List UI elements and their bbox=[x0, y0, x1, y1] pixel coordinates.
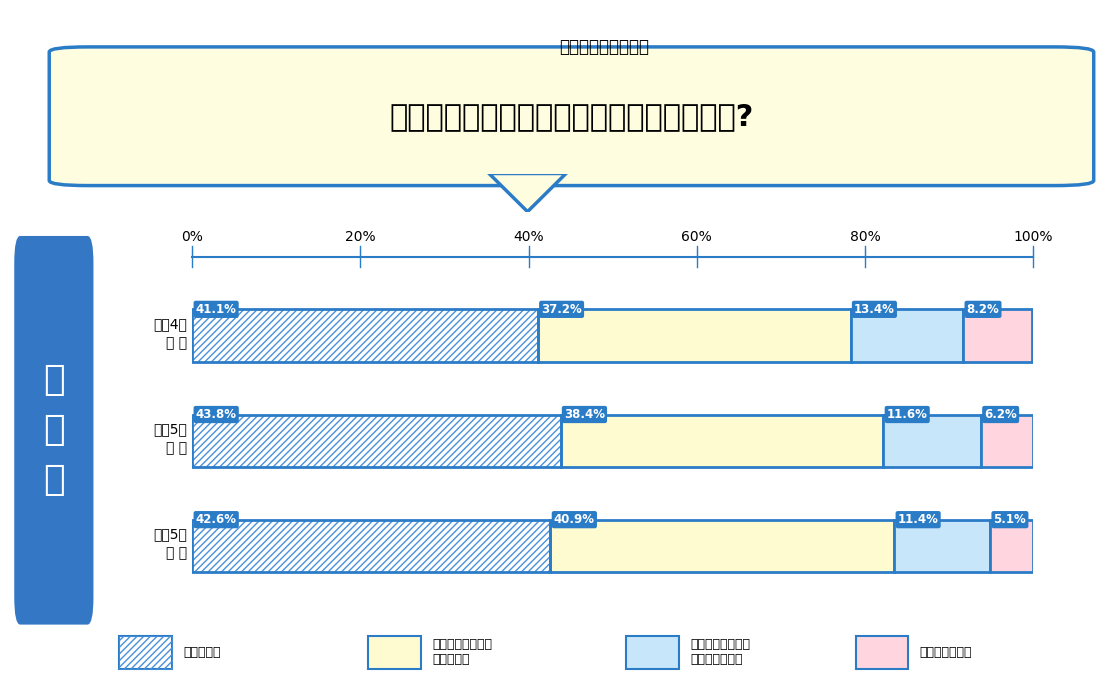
Bar bbox=[192, 520, 551, 573]
Bar bbox=[192, 414, 560, 467]
Text: 11.4%: 11.4% bbox=[898, 513, 939, 526]
Text: 40.9%: 40.9% bbox=[554, 513, 595, 526]
Bar bbox=[964, 310, 1032, 362]
Bar bbox=[884, 414, 981, 467]
Bar bbox=[990, 520, 1033, 573]
Bar bbox=[981, 414, 1033, 467]
Text: 43.8%: 43.8% bbox=[196, 408, 236, 421]
Text: 令和4年
大 阪: 令和4年 大 阪 bbox=[153, 316, 187, 350]
Bar bbox=[192, 310, 537, 362]
Text: 8.2%: 8.2% bbox=[967, 303, 999, 316]
Bar bbox=[537, 310, 851, 362]
Text: どちらかといえば
当てはまらない: どちらかといえば 当てはまらない bbox=[690, 638, 751, 666]
Text: 令和5年
全 国: 令和5年 全 国 bbox=[153, 527, 187, 561]
FancyBboxPatch shape bbox=[626, 636, 679, 669]
Text: 小
学
校: 小 学 校 bbox=[43, 363, 65, 498]
FancyBboxPatch shape bbox=[14, 236, 93, 625]
Bar bbox=[192, 414, 560, 467]
Text: どちらかといえば
当てはまる: どちらかといえば 当てはまる bbox=[432, 638, 492, 666]
Text: 37.2%: 37.2% bbox=[541, 303, 582, 316]
Text: 自分には、よいところがあると思いますか?: 自分には、よいところがあると思いますか? bbox=[389, 102, 754, 130]
Text: 当てはまらない: 当てはまらない bbox=[920, 646, 973, 659]
Text: 6.2%: 6.2% bbox=[985, 408, 1017, 421]
Text: 当てはまる: 当てはまる bbox=[184, 646, 221, 659]
Bar bbox=[895, 520, 990, 573]
Bar bbox=[851, 310, 964, 362]
FancyBboxPatch shape bbox=[49, 47, 1094, 185]
Text: 41.1%: 41.1% bbox=[196, 303, 236, 316]
FancyBboxPatch shape bbox=[120, 636, 173, 669]
Bar bbox=[192, 520, 551, 573]
Text: 38.4%: 38.4% bbox=[564, 408, 604, 421]
Polygon shape bbox=[489, 174, 566, 212]
Text: 42.6%: 42.6% bbox=[196, 513, 236, 526]
Text: 13.4%: 13.4% bbox=[854, 303, 895, 316]
FancyBboxPatch shape bbox=[368, 636, 421, 669]
Bar bbox=[192, 520, 551, 573]
Text: 5.1%: 5.1% bbox=[993, 513, 1026, 526]
Bar bbox=[192, 310, 537, 362]
Bar bbox=[551, 520, 895, 573]
Text: 令和5年
大 阪: 令和5年 大 阪 bbox=[153, 422, 187, 455]
Text: 11.6%: 11.6% bbox=[887, 408, 928, 421]
Bar bbox=[560, 414, 884, 467]
Bar bbox=[192, 310, 537, 362]
FancyBboxPatch shape bbox=[856, 636, 908, 669]
Text: 自己肯定感について: 自己肯定感について bbox=[559, 38, 650, 56]
Bar bbox=[192, 414, 560, 467]
